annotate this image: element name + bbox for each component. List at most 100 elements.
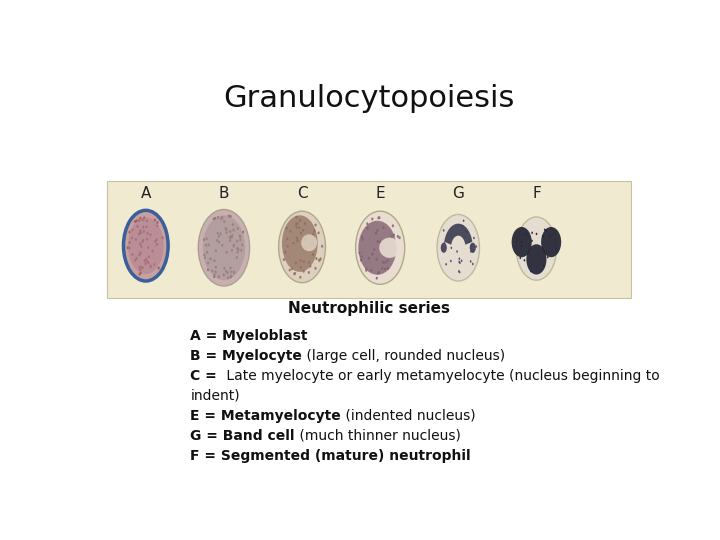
- Text: B = Myelocyte: B = Myelocyte: [190, 349, 302, 363]
- Ellipse shape: [143, 216, 145, 219]
- Ellipse shape: [296, 237, 298, 239]
- Ellipse shape: [365, 269, 367, 272]
- Ellipse shape: [131, 253, 134, 256]
- Ellipse shape: [379, 240, 381, 243]
- Ellipse shape: [544, 228, 546, 231]
- Ellipse shape: [459, 261, 461, 264]
- Ellipse shape: [127, 246, 129, 249]
- Ellipse shape: [236, 251, 239, 254]
- Ellipse shape: [222, 273, 225, 276]
- Ellipse shape: [312, 253, 314, 256]
- Ellipse shape: [207, 244, 210, 246]
- Ellipse shape: [146, 232, 149, 235]
- Ellipse shape: [215, 266, 217, 268]
- Ellipse shape: [523, 259, 526, 261]
- Ellipse shape: [444, 242, 445, 245]
- Ellipse shape: [470, 245, 472, 247]
- Ellipse shape: [375, 232, 377, 234]
- Ellipse shape: [129, 231, 131, 234]
- Ellipse shape: [445, 263, 447, 266]
- Ellipse shape: [230, 275, 233, 278]
- Ellipse shape: [397, 235, 399, 238]
- Ellipse shape: [242, 231, 244, 233]
- Ellipse shape: [140, 271, 142, 274]
- Ellipse shape: [138, 219, 140, 222]
- Ellipse shape: [295, 216, 297, 219]
- Ellipse shape: [237, 227, 239, 230]
- Ellipse shape: [370, 269, 372, 272]
- Text: C: C: [297, 186, 307, 201]
- Ellipse shape: [459, 258, 460, 260]
- Ellipse shape: [375, 258, 378, 261]
- Ellipse shape: [229, 239, 231, 242]
- Text: (much thinner nucleus): (much thinner nucleus): [295, 429, 461, 443]
- Ellipse shape: [231, 234, 233, 237]
- Polygon shape: [444, 224, 472, 245]
- Ellipse shape: [382, 226, 384, 229]
- Ellipse shape: [156, 238, 158, 241]
- Ellipse shape: [229, 236, 231, 239]
- Ellipse shape: [366, 227, 369, 229]
- Ellipse shape: [218, 241, 220, 244]
- Ellipse shape: [297, 239, 299, 242]
- Ellipse shape: [315, 267, 317, 270]
- Ellipse shape: [215, 271, 217, 274]
- Ellipse shape: [153, 263, 156, 266]
- Ellipse shape: [215, 249, 217, 252]
- Ellipse shape: [541, 227, 561, 257]
- Text: B: B: [219, 186, 229, 201]
- Ellipse shape: [140, 266, 143, 269]
- Ellipse shape: [464, 235, 467, 238]
- Ellipse shape: [360, 259, 362, 261]
- Ellipse shape: [203, 238, 205, 241]
- Ellipse shape: [305, 239, 307, 242]
- Ellipse shape: [198, 210, 250, 286]
- Ellipse shape: [138, 233, 140, 235]
- Ellipse shape: [469, 241, 470, 243]
- Ellipse shape: [240, 249, 243, 252]
- Ellipse shape: [301, 234, 318, 251]
- Ellipse shape: [304, 222, 306, 225]
- Ellipse shape: [147, 261, 150, 264]
- Ellipse shape: [382, 261, 384, 264]
- Text: (large cell, rounded nucleus): (large cell, rounded nucleus): [302, 349, 505, 363]
- Ellipse shape: [519, 256, 521, 259]
- Ellipse shape: [229, 267, 232, 269]
- Ellipse shape: [289, 268, 291, 272]
- Ellipse shape: [135, 238, 137, 241]
- Ellipse shape: [284, 251, 287, 254]
- Ellipse shape: [135, 257, 138, 260]
- Ellipse shape: [146, 238, 148, 241]
- Ellipse shape: [131, 237, 133, 239]
- Ellipse shape: [463, 220, 464, 222]
- Ellipse shape: [225, 228, 228, 231]
- Ellipse shape: [377, 271, 380, 274]
- Ellipse shape: [148, 255, 150, 258]
- Ellipse shape: [213, 275, 215, 278]
- Ellipse shape: [239, 239, 241, 241]
- Ellipse shape: [450, 260, 451, 262]
- Ellipse shape: [207, 268, 209, 271]
- Ellipse shape: [140, 245, 143, 248]
- Ellipse shape: [361, 235, 363, 238]
- Ellipse shape: [295, 226, 297, 228]
- Ellipse shape: [466, 231, 468, 233]
- Ellipse shape: [206, 251, 208, 254]
- Ellipse shape: [283, 258, 285, 261]
- Ellipse shape: [365, 267, 367, 270]
- Ellipse shape: [318, 259, 320, 262]
- Ellipse shape: [526, 233, 527, 235]
- Ellipse shape: [451, 247, 452, 249]
- Ellipse shape: [154, 240, 156, 243]
- Ellipse shape: [398, 237, 401, 239]
- Ellipse shape: [279, 211, 325, 282]
- Ellipse shape: [217, 235, 220, 238]
- Ellipse shape: [124, 210, 168, 281]
- Ellipse shape: [473, 237, 474, 239]
- Ellipse shape: [140, 231, 142, 234]
- Ellipse shape: [149, 265, 152, 267]
- Ellipse shape: [238, 234, 241, 238]
- Ellipse shape: [387, 267, 390, 270]
- Ellipse shape: [297, 222, 299, 225]
- Ellipse shape: [379, 238, 400, 258]
